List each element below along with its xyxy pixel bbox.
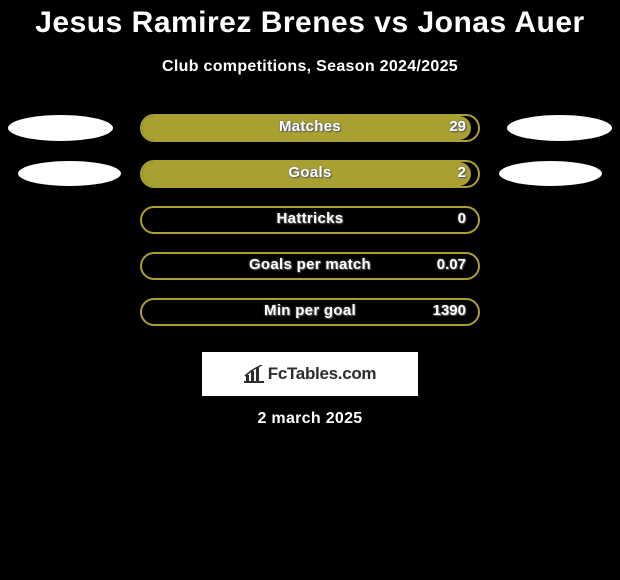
chart-icon [244, 365, 264, 383]
stat-bar: Goals2 [140, 160, 480, 188]
stat-row: Matches29 [0, 114, 620, 160]
stat-row: Min per goal1390 [0, 298, 620, 344]
stats-area: Matches29 Goals2 Hattricks0 Goals per match… [0, 114, 620, 344]
stat-row: Goals per match0.07 [0, 252, 620, 298]
logo-text: FcTables.com [268, 364, 377, 384]
stat-label: Hattricks [140, 210, 480, 227]
stat-value: 0 [458, 210, 466, 227]
stat-label: Goals [140, 164, 480, 181]
footer-logo[interactable]: FcTables.com [202, 352, 418, 396]
stat-value: 1390 [433, 302, 466, 319]
stat-row: Hattricks0 [0, 206, 620, 252]
stat-bar: Hattricks0 [140, 206, 480, 234]
date-line: 2 march 2025 [0, 410, 620, 428]
page-subtitle: Club competitions, Season 2024/2025 [0, 58, 620, 76]
player-photo-right [507, 115, 612, 141]
stat-label: Goals per match [140, 256, 480, 273]
stat-label: Min per goal [140, 302, 480, 319]
stat-bar: Min per goal1390 [140, 298, 480, 326]
player-photo-left [18, 161, 121, 186]
stat-bar: Goals per match0.07 [140, 252, 480, 280]
page-title: Jesus Ramirez Brenes vs Jonas Auer [0, 0, 620, 40]
stat-label: Matches [140, 118, 480, 135]
player-photo-left [8, 115, 113, 141]
stat-value: 29 [449, 118, 466, 135]
player-photo-right [499, 161, 602, 186]
infographic-container: Jesus Ramirez Brenes vs Jonas Auer Club … [0, 0, 620, 580]
stat-bar: Matches29 [140, 114, 480, 142]
stat-value: 2 [458, 164, 466, 181]
stat-value: 0.07 [437, 256, 466, 273]
stat-row: Goals2 [0, 160, 620, 206]
